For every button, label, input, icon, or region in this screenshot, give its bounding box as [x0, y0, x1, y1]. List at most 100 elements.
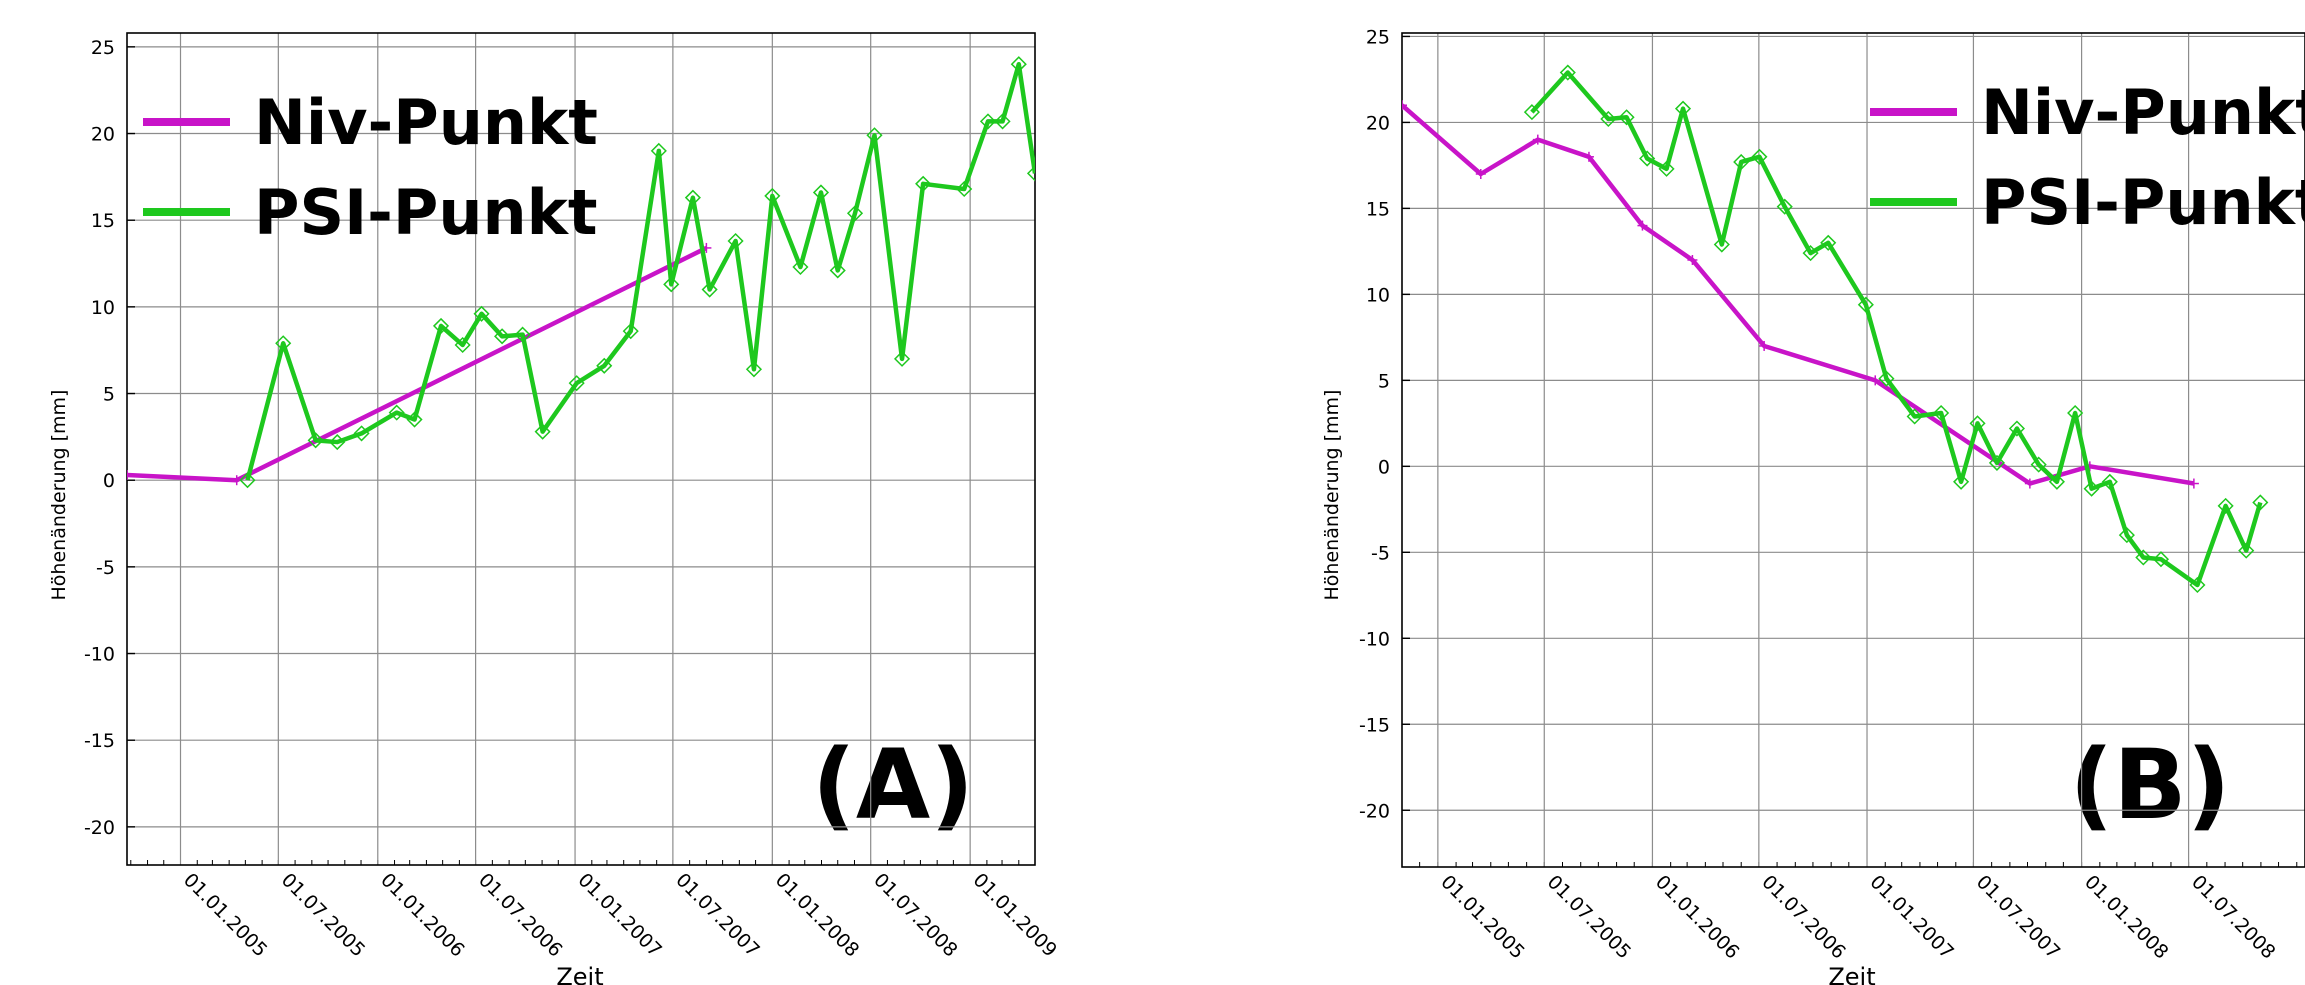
panel-label: (B): [2070, 729, 2231, 841]
plot-frame: [126, 32, 1036, 866]
series-psi-punkt: [1523, 64, 2269, 594]
y-tick-label: 15: [1366, 198, 1390, 220]
data-point: [2188, 478, 2199, 489]
data-point: [1906, 408, 1923, 425]
data-point: [1802, 245, 1819, 262]
data-point: [568, 375, 585, 392]
y-tick-label: -10: [1359, 628, 1390, 650]
data-point: [1475, 169, 1486, 180]
x-tick-label: 01.01.2008: [771, 869, 863, 961]
x-tick-label: 01.07.2005: [1543, 871, 1635, 963]
data-point: [1639, 150, 1656, 167]
data-point: [2101, 473, 2118, 490]
data-point: [2238, 542, 2255, 559]
data-point: [2189, 576, 2206, 594]
data-point: [792, 258, 809, 276]
data-point: [473, 305, 490, 322]
y-tick-label: 5: [1378, 370, 1390, 392]
x-tick-label: 01.01.2008: [2080, 871, 2172, 963]
y-tick-label: 25: [1366, 26, 1390, 48]
data-point: [1878, 370, 1895, 387]
data-point: [534, 423, 551, 440]
legend-label: PSI-Punkt: [1981, 166, 2305, 239]
x-tick-label: 01.01.2007: [1865, 871, 1957, 963]
y-tick-label: -20: [1359, 800, 1390, 822]
data-point: [454, 336, 471, 354]
y-tick-label: 10: [1366, 284, 1390, 306]
x-axis-title: Zeit: [1828, 963, 1875, 985]
data-point: [2135, 549, 2152, 566]
y-tick-label: 5: [103, 384, 115, 406]
x-tick-label: 01.01.2005: [1436, 871, 1528, 963]
data-point: [1618, 109, 1635, 126]
chart-panel-a: Höhenänderung [mm] Zeit (A) -20 -15 -10 -5 0…: [48, 32, 1061, 985]
legend-entry: Niv-Punkt: [1870, 76, 2305, 149]
chart-panel-b: Höhenänderung [mm] Zeit (B) -20 -15 -10 -5 0…: [1321, 26, 2305, 985]
y-tick-label: -15: [84, 730, 115, 752]
data-point: [1953, 473, 1970, 490]
data-point: [2008, 420, 2025, 437]
plot-frame: [1401, 32, 2305, 868]
y-tick-label: 0: [103, 470, 115, 492]
data-point: [388, 404, 405, 421]
legend-entry: Niv-Punkt: [143, 86, 598, 159]
data-point: [701, 281, 718, 298]
x-tick-label: 01.07.2008: [869, 869, 961, 961]
panel-label: (A): [812, 729, 974, 841]
x-tick-label: 01.07.2008: [2187, 871, 2279, 963]
data-point: [1933, 404, 1950, 422]
data-point: [829, 262, 846, 279]
data-point: [1870, 375, 1881, 386]
data-point: [915, 175, 932, 192]
data-point: [663, 276, 680, 293]
data-point: [745, 361, 763, 378]
y-tick-label: -10: [84, 644, 115, 666]
data-point: [2048, 473, 2065, 490]
data-point: [1687, 254, 1698, 265]
x-tick-label: 01.07.2007: [671, 869, 763, 961]
data-point: [684, 189, 701, 206]
data-point: [994, 113, 1011, 130]
data-point: [1559, 64, 1576, 81]
series-line: [245, 61, 1035, 481]
data-point: [1010, 56, 1027, 73]
data-point: [1733, 153, 1750, 171]
data-point: [514, 326, 531, 343]
data-point: [2152, 551, 2170, 568]
data-point: [329, 434, 346, 451]
data-point: [1523, 104, 1540, 121]
y-axis-title: Höhenänderung [mm]: [1321, 390, 1343, 601]
grid-lines: [1401, 33, 2305, 867]
data-point: [2118, 527, 2135, 544]
y-tick-label: -20: [84, 817, 115, 839]
y-tick-label: 10: [91, 297, 115, 319]
series-psi-punkt: [239, 56, 1035, 489]
data-point: [1857, 296, 1874, 313]
data-point: [812, 184, 830, 201]
data-point: [596, 357, 613, 374]
data-point: [1820, 234, 1837, 251]
y-tick-label: -15: [1359, 714, 1390, 736]
data-point: [1713, 236, 1730, 253]
data-point: [1751, 148, 1768, 165]
data-point: [764, 187, 781, 204]
data-point: [239, 472, 256, 489]
data-point: [1532, 134, 1543, 145]
y-axis-title: Höhenänderung [mm]: [48, 390, 70, 601]
x-axis-title: Zeit: [556, 963, 603, 985]
data-point: [432, 317, 450, 334]
y-tick-label: 25: [91, 37, 115, 59]
x-tick-label: 01.07.2006: [474, 869, 566, 961]
data-point: [846, 205, 864, 222]
x-tick-label: 01.01.2009: [969, 869, 1061, 961]
y-tick-label: 20: [1366, 112, 1390, 134]
x-tick-label: 01.01.2006: [1651, 871, 1743, 963]
data-point: [127, 470, 132, 480]
y-tick-label: 0: [1378, 456, 1390, 478]
x-tick-label: 01.01.2005: [179, 869, 271, 961]
y-tick-label: 15: [91, 210, 115, 232]
series-line: [127, 245, 708, 483]
data-point: [406, 411, 423, 428]
data-point: [2252, 494, 2269, 511]
